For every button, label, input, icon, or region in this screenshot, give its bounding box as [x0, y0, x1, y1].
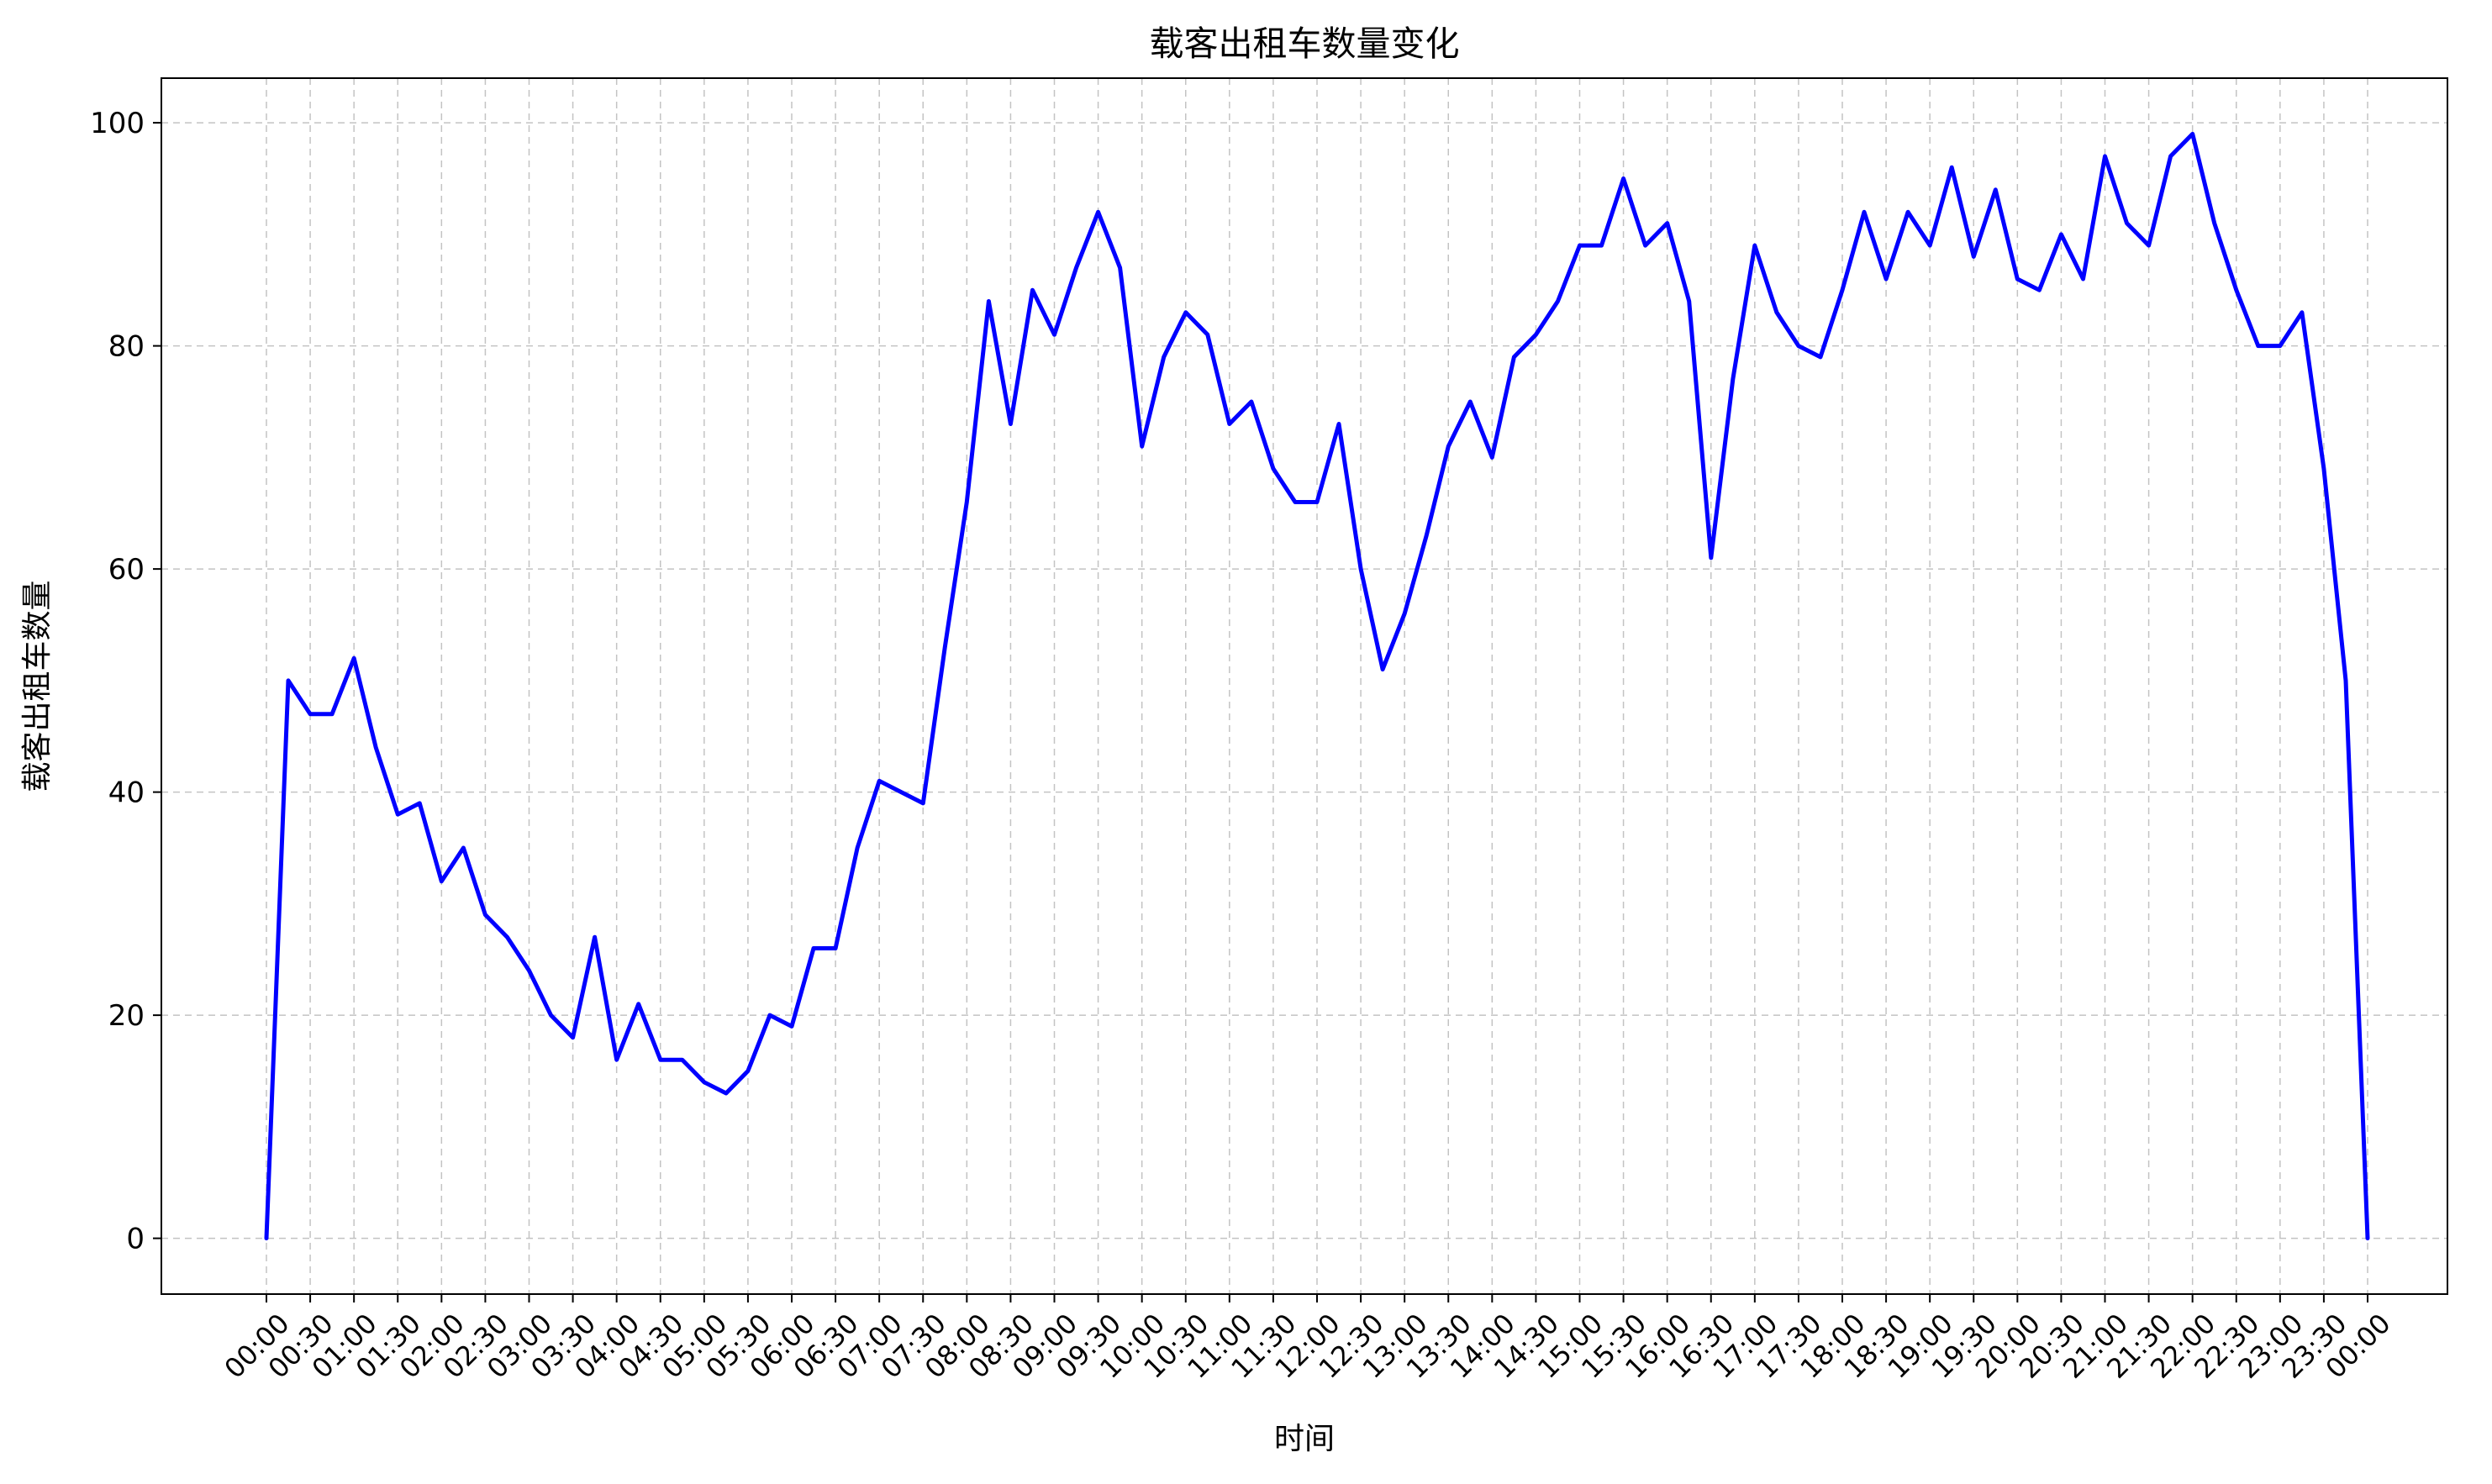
- y-tick-label: 20: [108, 999, 145, 1033]
- chart-title: 载客出租车数量变化: [1150, 24, 1460, 64]
- y-tick-label: 100: [90, 107, 145, 140]
- x-axis-label: 时间: [1274, 1422, 1335, 1456]
- y-tick-label: 40: [108, 776, 145, 810]
- y-tick-label: 0: [126, 1223, 145, 1256]
- y-tick-label: 60: [108, 553, 145, 587]
- series-layer: [264, 131, 2370, 1241]
- y-tick-label: 80: [108, 330, 145, 364]
- y-axis-label: 载客出租车数量: [20, 580, 55, 792]
- series-line: [264, 131, 2370, 1241]
- y-axis: 0 20 40 60 80 100: [90, 107, 161, 1256]
- plot-area-frame: [161, 77, 2448, 1295]
- grid: [161, 78, 2447, 1294]
